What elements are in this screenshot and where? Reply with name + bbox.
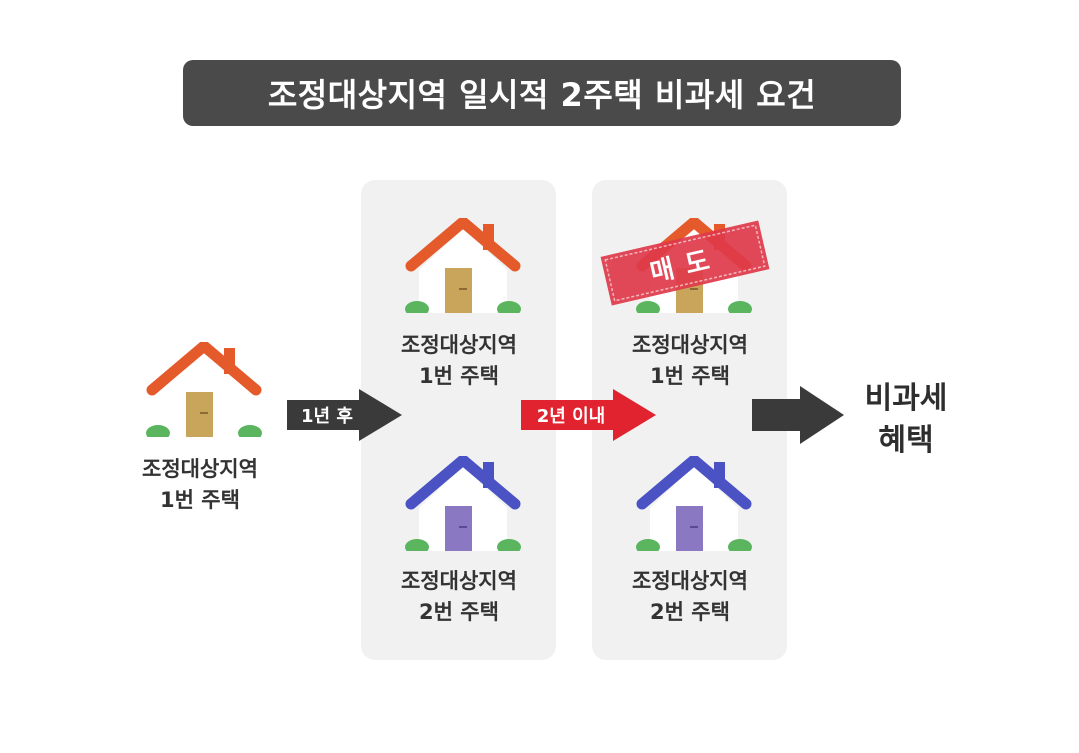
stamp-shape-icon (600, 220, 770, 306)
panel2-house2-line1: 조정대상지역 (632, 569, 748, 593)
arrow-1-label: 1년 후 (301, 406, 353, 427)
panel2-house2-label: 조정대상지역 2번 주택 (590, 566, 790, 628)
sold-stamp: 매도 (600, 220, 770, 306)
page-title: 조정대상지역 일시적 2주택 비과세 요건 (183, 60, 901, 126)
panel1-house2-line2: 2번 주택 (419, 600, 499, 624)
panel1-house2-line1: 조정대상지역 (401, 569, 517, 593)
panel1-house1-line2: 1번 주택 (419, 364, 499, 388)
arrow-1-icon (287, 389, 402, 441)
panel2-house1-line2: 1번 주택 (650, 364, 730, 388)
tax-exemption-result: 비과세 혜택 (846, 378, 966, 462)
panel1-house1-label: 조정대상지역 1번 주택 (359, 330, 559, 392)
panel2-house2-line2: 2번 주택 (650, 600, 730, 624)
result-line1: 비과세 (864, 381, 948, 416)
start-house-line1: 조정대상지역 (142, 457, 258, 481)
arrow-3-icon (752, 386, 844, 444)
panel1-house1-line1: 조정대상지역 (401, 333, 517, 357)
arrow-2-icon (521, 389, 656, 441)
house-blue-icon (636, 456, 752, 551)
start-house-line2: 1번 주택 (160, 488, 240, 512)
result-line2: 혜택 (878, 423, 934, 458)
house-blue-icon (405, 456, 521, 551)
panel2-house1-line1: 조정대상지역 (632, 333, 748, 357)
start-house-label: 조정대상지역 1번 주택 (100, 454, 300, 516)
panel1-house2-label: 조정대상지역 2번 주택 (359, 566, 559, 628)
house-orange-icon (405, 218, 521, 313)
panel2-house1-label: 조정대상지역 1번 주택 (590, 330, 790, 392)
arrow-2-label: 2년 이내 (536, 406, 606, 427)
house-orange-icon (146, 342, 262, 437)
